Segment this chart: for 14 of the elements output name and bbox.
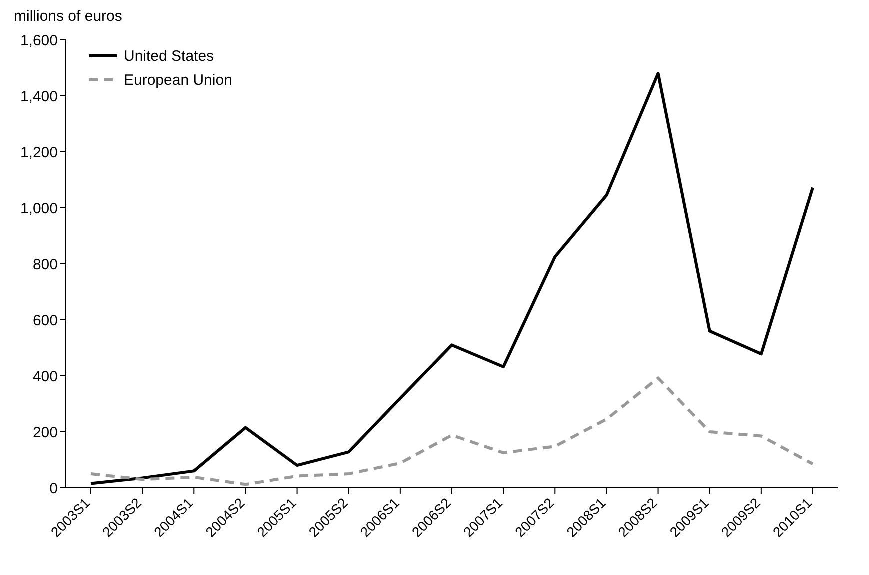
y-tick-label: 1,600 [20,32,58,50]
y-tick-label: 800 [32,256,58,274]
line-series [90,72,814,486]
y-tick-label: 400 [32,368,58,386]
y-tick-label: 1,000 [20,200,58,218]
legend-label: United States [124,48,214,64]
y-tick-label: 1,200 [20,144,58,162]
y-tick-label: 1,400 [20,88,58,106]
y-tick-label: 0 [50,480,58,498]
y-tick-label: 600 [32,312,58,330]
legend-label: European Union [124,72,232,88]
y-tick-label: 200 [32,424,58,442]
line-series [90,376,814,486]
y-axis-title: millions of euros [14,8,124,27]
